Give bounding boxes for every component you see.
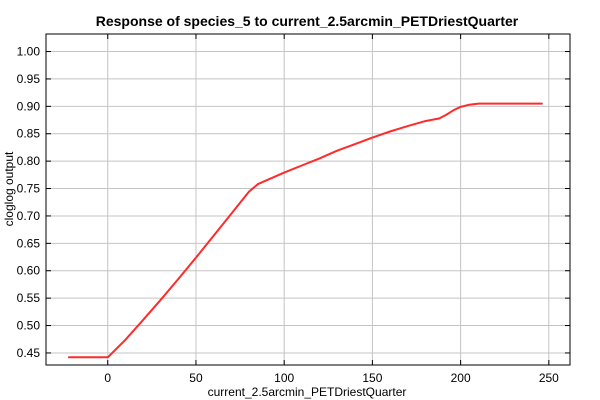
- x-tick-label: 100: [274, 371, 294, 385]
- x-axis-label: current_2.5arcmin_PETDriestQuarter: [208, 385, 407, 399]
- x-tick-labels: 0 50 100 150 200 250: [104, 371, 559, 385]
- axis-ticks: [46, 34, 570, 365]
- y-tick-label: 0.60: [17, 264, 41, 278]
- x-tick-label: 250: [539, 371, 559, 385]
- y-tick-label: 1.00: [17, 45, 41, 59]
- y-tick-label: 0.75: [17, 182, 41, 196]
- y-tick-label: 0.90: [17, 99, 41, 113]
- series-layer: [67, 102, 543, 359]
- x-tick-label: 0: [104, 371, 111, 385]
- y-tick-label: 0.95: [17, 72, 41, 86]
- response-curve: [67, 102, 543, 359]
- y-tick-label: 0.50: [17, 319, 41, 333]
- y-tick-label: 0.55: [17, 291, 41, 305]
- x-tick-label: 50: [189, 371, 203, 385]
- y-tick-label: 0.45: [17, 346, 41, 360]
- y-axis-label: cloglog output: [2, 151, 16, 226]
- y-tick-label: 0.70: [17, 209, 41, 223]
- y-tick-label: 0.85: [17, 127, 41, 141]
- y-tick-label: 0.80: [17, 154, 41, 168]
- x-tick-label: 200: [451, 371, 471, 385]
- grid: [46, 34, 570, 365]
- x-tick-label: 150: [362, 371, 382, 385]
- y-tick-labels: 0.45 0.50 0.55 0.60 0.65 0.70 0.75 0.80 0.85 0.90…: [17, 45, 41, 360]
- plot-frame: [45, 33, 571, 366]
- y-tick-label: 0.65: [17, 236, 41, 250]
- chart-title: Response of species_5 to current_2.5arcm…: [96, 13, 519, 29]
